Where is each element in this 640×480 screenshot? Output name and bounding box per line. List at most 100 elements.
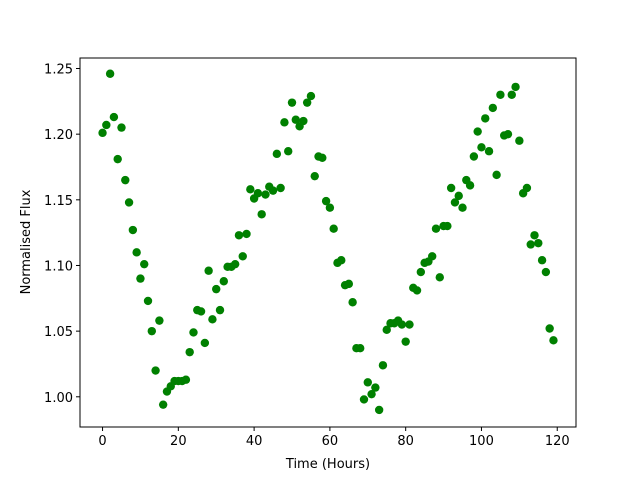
x-tick-label: 0 [98, 434, 106, 449]
data-point [443, 221, 452, 231]
data-point [503, 129, 513, 139]
data-point [318, 153, 327, 163]
data-point [196, 307, 206, 316]
data-point [132, 248, 141, 257]
data-point [151, 366, 160, 375]
data-point [473, 127, 482, 136]
data-point [477, 143, 486, 152]
y-tick-label: 1.20 [44, 128, 73, 143]
data-point [121, 175, 130, 185]
data-point [329, 224, 338, 233]
data-point [344, 279, 354, 289]
data-point [537, 256, 547, 265]
data-point [549, 336, 558, 345]
data-point [435, 273, 444, 282]
y-tick-label: 1.15 [44, 194, 73, 209]
data-point [397, 320, 407, 329]
data-point [98, 128, 107, 138]
x-tick-label: 100 [469, 434, 494, 449]
data-point [143, 296, 153, 306]
data-point [416, 267, 426, 277]
data-point [230, 259, 240, 269]
data-point [412, 286, 422, 295]
data-point [431, 224, 441, 233]
data-point [253, 189, 263, 198]
data-point [113, 154, 122, 164]
data-point [488, 103, 498, 113]
plot-frame [79, 57, 577, 428]
data-point [545, 324, 554, 333]
data-point [541, 267, 551, 277]
y-tick-label: 1.00 [44, 391, 73, 406]
data-point [530, 231, 539, 240]
data-point [507, 90, 516, 99]
data-point [215, 305, 225, 315]
data-point [496, 90, 505, 99]
data-point [287, 98, 297, 107]
data-point [212, 284, 221, 294]
data-point [284, 147, 293, 156]
data-point [246, 185, 255, 194]
data-point [272, 149, 282, 159]
data-point [306, 91, 316, 101]
data-point [325, 203, 335, 212]
data-point [534, 238, 543, 248]
data-point [526, 240, 535, 249]
data-point [208, 315, 217, 324]
y-tick-label: 1.10 [44, 259, 73, 274]
data-point [109, 112, 119, 122]
data-point [450, 198, 460, 207]
y-axis-label: Normalised Flux [19, 189, 34, 294]
data-point [242, 229, 251, 239]
data-point [367, 389, 376, 399]
x-tick-label: 80 [397, 434, 414, 449]
x-tick-label: 40 [246, 434, 263, 449]
data-point [465, 181, 475, 190]
x-tick-label: 120 [545, 434, 570, 449]
data-point [348, 298, 357, 307]
data-point [204, 266, 213, 275]
data-point [363, 378, 372, 387]
data-point [280, 118, 289, 127]
data-point [481, 114, 490, 123]
data-point [310, 171, 319, 181]
x-tick-label: 20 [170, 434, 187, 449]
data-point [140, 259, 149, 269]
data-point [299, 116, 308, 126]
data-point [155, 316, 164, 325]
data-point [405, 320, 414, 329]
data-point [302, 98, 312, 107]
data-point [276, 183, 285, 193]
data-point [371, 383, 380, 392]
data-point [234, 231, 244, 240]
data-point [136, 274, 145, 283]
data-point [356, 344, 365, 353]
data-point [484, 147, 494, 156]
data-point [124, 198, 134, 207]
y-tick-label: 1.05 [44, 325, 73, 340]
data-point [102, 120, 111, 130]
data-point [492, 170, 501, 180]
y-tick-label: 1.25 [44, 63, 73, 78]
data-point [147, 326, 157, 336]
data-point [291, 115, 300, 124]
data-point [238, 252, 247, 261]
data-point [446, 183, 456, 193]
data-point [359, 395, 369, 404]
data-point [261, 190, 270, 199]
data-point [469, 152, 479, 161]
data-point [511, 82, 520, 92]
data-point [185, 347, 194, 357]
data-point [117, 123, 126, 132]
data-point [458, 203, 467, 212]
data-point [428, 252, 437, 261]
data-point [321, 196, 331, 206]
data-point [128, 225, 138, 235]
data-point [378, 361, 388, 370]
data-point [189, 328, 198, 337]
data-point [219, 277, 228, 286]
data-point [181, 375, 191, 384]
x-axis-label: Time (Hours) [285, 457, 370, 472]
